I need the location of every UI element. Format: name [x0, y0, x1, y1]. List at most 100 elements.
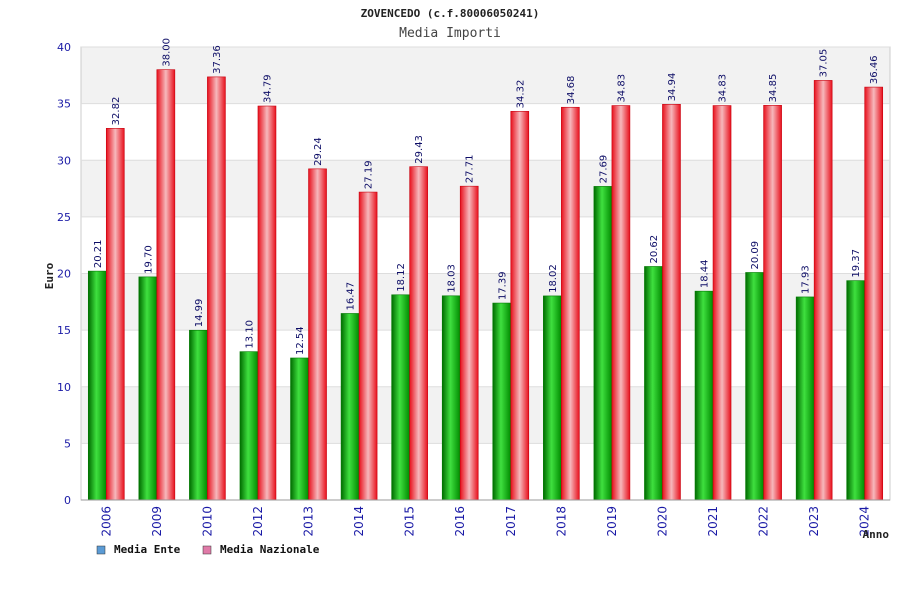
data-label-media-ente: 17.39 [497, 271, 508, 300]
data-label-media-nazionale: 34.79 [262, 74, 273, 103]
bar-media-nazionale [813, 80, 833, 501]
legend-label-media-ente: Media Ente [114, 543, 181, 556]
data-label-media-ente: 20.62 [649, 235, 660, 264]
data-label-media-nazionale: 32.82 [111, 97, 122, 126]
bar-media-ente [391, 294, 410, 501]
data-label-media-ente: 19.37 [851, 249, 862, 278]
bar-media-ente [846, 280, 866, 501]
data-label-media-nazionale: 37.36 [212, 45, 223, 74]
legend-label-media-nazionale: Media Nazionale [220, 543, 320, 556]
data-label-media-nazionale: 34.32 [515, 80, 526, 109]
data-label-media-nazionale: 38.00 [161, 38, 172, 67]
bar-media-ente [745, 272, 764, 501]
bar-media-ente [441, 295, 461, 501]
y-tick-label: 40 [57, 41, 71, 54]
x-tick-label: 2022 [757, 506, 771, 537]
data-label-media-nazionale: 34.83 [616, 74, 627, 103]
y-axis-ticks: 0 5 10 15 20 25 30 35 40 [57, 41, 71, 507]
data-label-media-ente: 18.03 [447, 264, 458, 293]
chart-title: ZOVENCEDO (c.f.80006050241) [361, 7, 540, 20]
bar-media-ente [795, 296, 815, 501]
data-label-media-ente: 13.10 [244, 320, 255, 349]
data-label-media-nazionale: 34.68 [566, 76, 577, 105]
x-tick-label: 2024 [858, 506, 872, 537]
data-label-media-ente: 17.93 [801, 265, 812, 294]
data-label-media-nazionale: 37.05 [819, 49, 830, 78]
y-tick-label: 30 [57, 154, 71, 167]
x-tick-label: 2023 [807, 506, 821, 537]
data-label-media-nazionale: 27.19 [364, 160, 375, 189]
bar-media-ente [694, 290, 714, 501]
x-tick-label: 2010 [200, 506, 214, 537]
data-label-media-ente: 16.47 [346, 282, 357, 311]
data-label-media-nazionale: 36.46 [869, 55, 880, 84]
bar-media-ente [189, 329, 208, 501]
x-tick-label: 2006 [99, 506, 113, 537]
y-tick-label: 10 [57, 381, 71, 394]
data-label-media-nazionale: 29.43 [414, 135, 425, 164]
x-tick-label: 2015 [403, 506, 417, 537]
x-tick-label: 2013 [302, 506, 316, 537]
bar-media-nazionale [409, 166, 428, 501]
x-tick-label: 2009 [150, 506, 164, 537]
x-axis-label: Anno [863, 528, 890, 541]
y-tick-label: 15 [57, 324, 71, 337]
x-axis-ticks: 2006 2009 2010 2012 2013 2014 2015 2016 2017 2018… [99, 506, 871, 537]
bars [87, 69, 884, 501]
legend: Media Ente Media Nazionale [96, 543, 320, 556]
y-tick-label: 0 [64, 494, 71, 507]
data-label-media-ente: 18.44 [700, 260, 711, 289]
y-tick-label: 20 [57, 268, 71, 281]
data-label-media-nazionale: 34.94 [667, 73, 678, 102]
data-label-media-ente: 18.12 [396, 263, 407, 292]
x-tick-label: 2017 [504, 506, 518, 537]
bar-media-nazionale [561, 106, 580, 501]
y-tick-label: 35 [57, 98, 71, 111]
data-label-media-ente: 14.99 [194, 299, 205, 328]
data-label-media-ente: 20.09 [750, 241, 761, 270]
bar-media-ente [87, 270, 107, 501]
legend-swatch-media-nazionale [202, 545, 212, 555]
bar-media-ente [340, 313, 360, 501]
data-label-media-ente: 12.54 [295, 326, 306, 355]
bar-media-nazionale [207, 76, 226, 501]
data-label-media-ente: 19.70 [143, 245, 154, 274]
bar-media-ente [138, 276, 158, 501]
data-label-media-nazionale: 34.85 [768, 74, 779, 103]
bar-media-nazionale [459, 185, 479, 501]
x-tick-label: 2020 [655, 506, 669, 537]
x-tick-label: 2018 [554, 506, 568, 537]
bar-media-ente [543, 295, 562, 501]
data-label-media-ente: 27.69 [598, 155, 609, 184]
bar-media-ente [492, 302, 512, 501]
bar-media-nazionale [864, 86, 884, 501]
data-label-media-ente: 18.02 [548, 264, 559, 293]
chart-subtitle: Media Importi [399, 26, 501, 41]
bar-media-nazionale [611, 105, 631, 501]
bar-media-ente [239, 351, 259, 501]
data-label-media-nazionale: 29.24 [313, 137, 324, 166]
x-tick-label: 2016 [453, 506, 467, 537]
data-label-media-nazionale: 27.71 [465, 155, 476, 184]
bar-media-nazionale [156, 69, 176, 501]
bar-media-nazionale [105, 128, 125, 501]
bar-media-ente [290, 357, 309, 501]
bar-media-nazionale [763, 105, 782, 501]
x-tick-label: 2014 [352, 506, 366, 537]
bar-media-nazionale [712, 105, 732, 501]
bar-media-ente [593, 186, 613, 501]
y-axis-label: Euro [43, 262, 56, 289]
data-labels: 20.21 32.82 19.70 38.00 14.99 37.36 13.10 34.79… [93, 38, 880, 355]
bar-media-nazionale [308, 168, 327, 501]
x-tick-label: 2012 [251, 506, 265, 537]
bar-media-nazionale [662, 104, 681, 501]
data-label-media-ente: 20.21 [93, 239, 104, 268]
bar-media-nazionale [257, 105, 277, 501]
legend-swatch-media-ente [96, 545, 106, 555]
bar-media-nazionale [510, 111, 530, 501]
y-tick-label: 5 [64, 437, 71, 450]
y-tick-label: 25 [57, 211, 71, 224]
bar-media-ente [644, 266, 663, 501]
x-tick-label: 2019 [605, 506, 619, 537]
